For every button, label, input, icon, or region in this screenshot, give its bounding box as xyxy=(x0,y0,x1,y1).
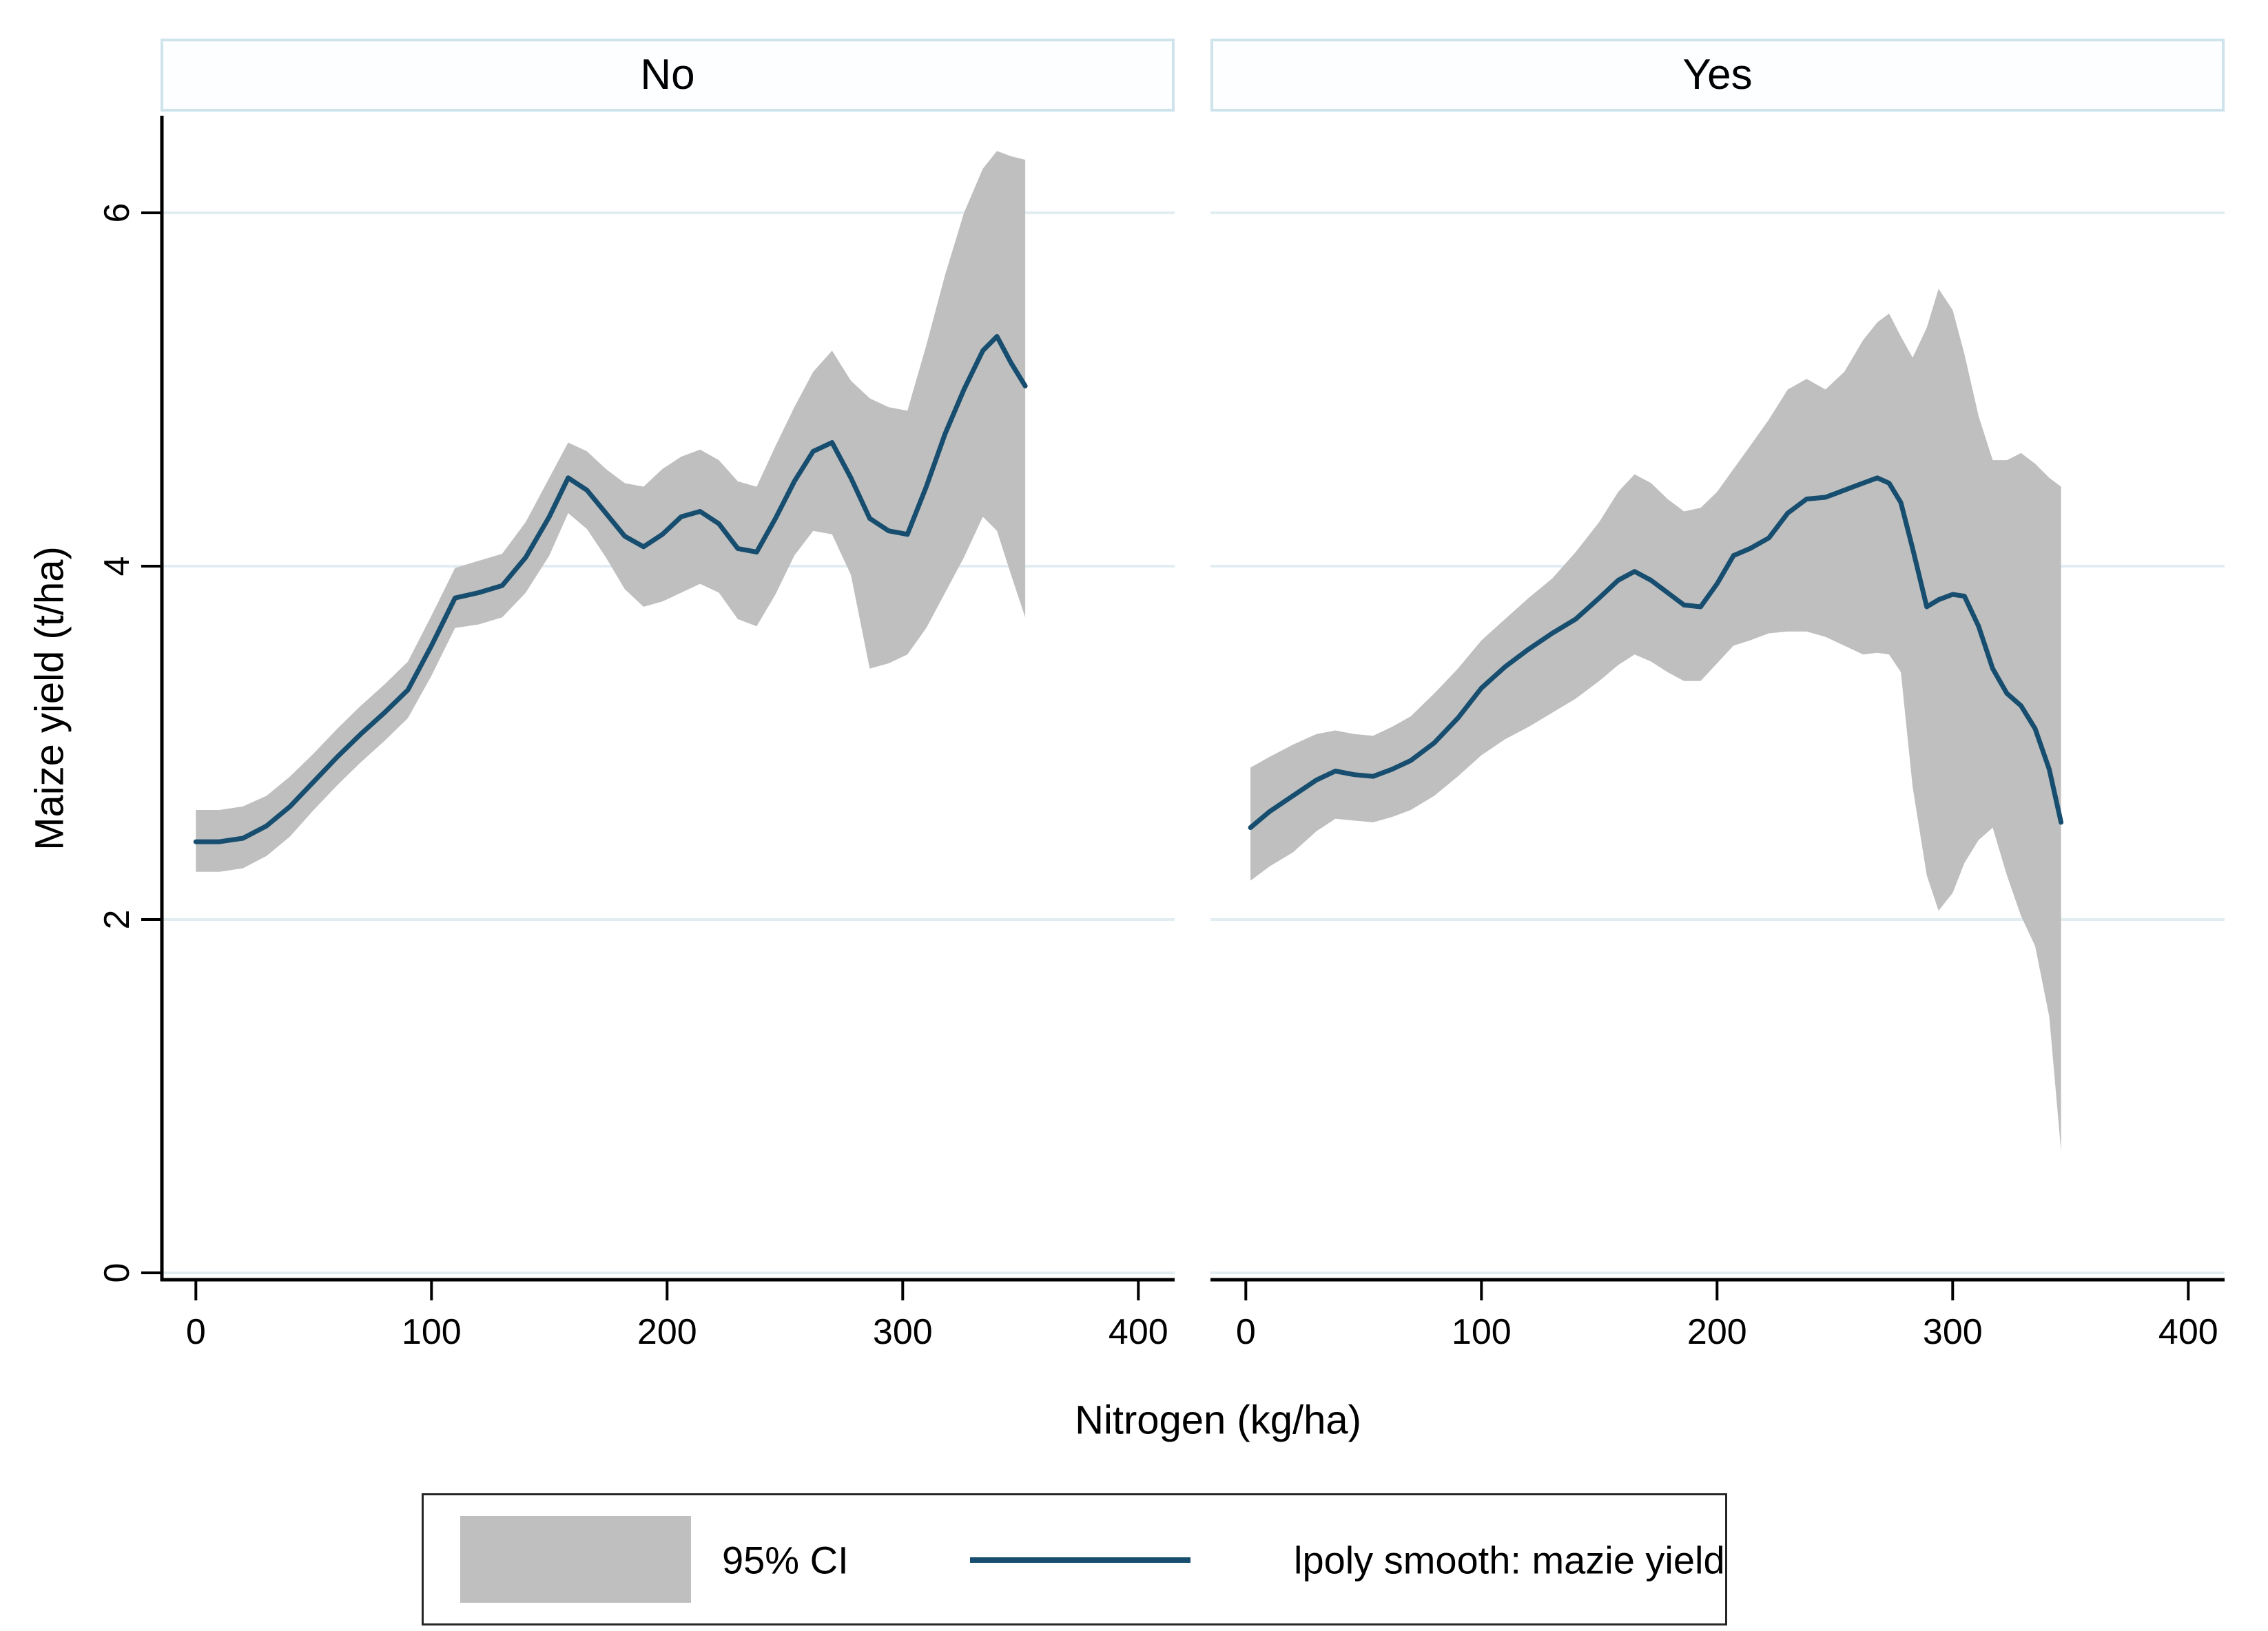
y-tick-label: 6 xyxy=(97,202,137,223)
x-tick-label: 300 xyxy=(1922,1312,1983,1352)
ci-legend-label: 95% CI xyxy=(722,1538,849,1582)
y-tick-label: 0 xyxy=(97,1263,137,1283)
y-tick-label: 4 xyxy=(97,556,137,576)
ci-band xyxy=(1250,289,2061,1151)
x-tick-label: 200 xyxy=(1687,1312,1747,1352)
panel-title-no: No xyxy=(640,51,695,98)
x-tick-label: 100 xyxy=(1451,1312,1512,1352)
panel-strip-no: No xyxy=(161,39,1175,112)
x-tick-label: 0 xyxy=(1235,1312,1256,1352)
lpoly-line-swatch xyxy=(970,1557,1190,1563)
panel-strip-yes: Yes xyxy=(1210,39,2225,112)
x-tick-label: 300 xyxy=(872,1312,933,1352)
x-tick-label: 200 xyxy=(637,1312,697,1352)
ci-band xyxy=(196,151,1026,872)
y-tick-label: 2 xyxy=(97,909,137,930)
x-tick-label: 100 xyxy=(401,1312,462,1352)
ci-band-swatch xyxy=(460,1516,691,1603)
lpoly-line xyxy=(1248,475,2064,831)
y-axis-title: Maize yield (t/ha) xyxy=(27,546,72,851)
legend: 95% CI lpoly smooth: mazie yield xyxy=(422,1493,1727,1625)
x-tick-label: 400 xyxy=(1108,1312,1168,1352)
x-tick-label: 400 xyxy=(2158,1312,2218,1352)
lpoly-line xyxy=(193,334,1028,844)
lpoly-legend-label: lpoly smooth: mazie yield xyxy=(1294,1538,1725,1582)
x-tick-label: 0 xyxy=(185,1312,206,1352)
panel-title-yes: Yes xyxy=(1682,51,1753,98)
x-axis-title: Nitrogen (kg/ha) xyxy=(1075,1398,1361,1443)
